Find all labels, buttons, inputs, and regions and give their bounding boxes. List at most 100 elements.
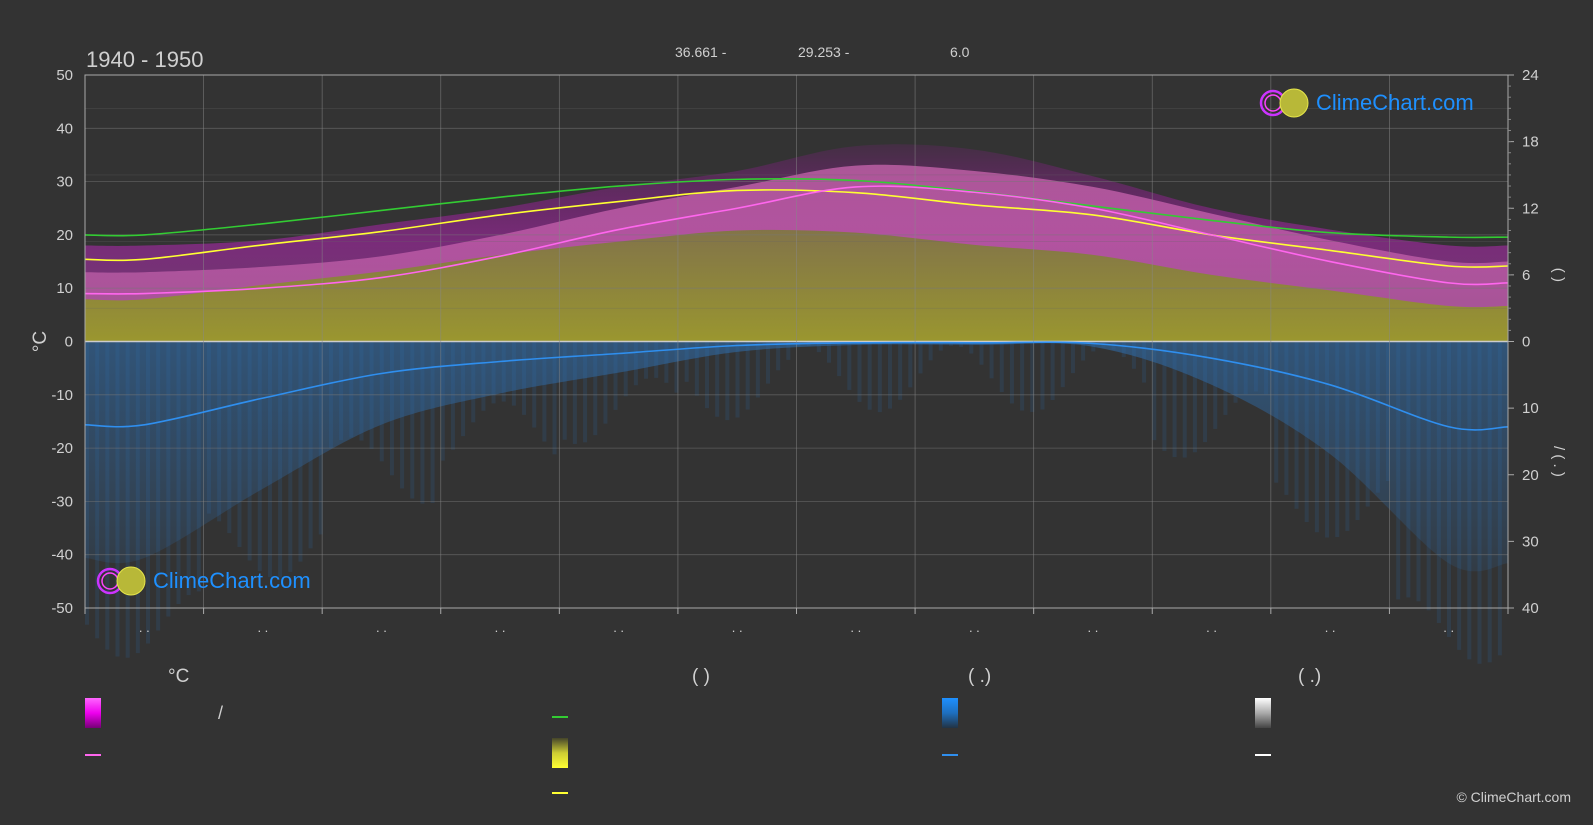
legend-slash: /	[218, 703, 224, 723]
rain-streak	[948, 341, 953, 346]
rain-streak	[369, 341, 374, 450]
rain-streak	[1131, 341, 1136, 369]
legend-swatch-snow	[1255, 698, 1271, 728]
rain-streak	[1325, 341, 1330, 538]
rain-streak	[1284, 341, 1289, 495]
rain-streak	[95, 341, 100, 639]
rain-streak	[1030, 341, 1035, 412]
copyright: © ClimeChart.com	[1456, 789, 1571, 805]
rain-streak	[257, 341, 262, 572]
rain-streak	[135, 341, 140, 654]
rain-streak	[1436, 341, 1441, 623]
rain-streak	[145, 341, 150, 644]
rain-streak	[227, 341, 232, 534]
rain-streak	[349, 341, 354, 438]
rain-streak	[898, 341, 903, 400]
rain-streak	[959, 341, 964, 347]
rain-streak	[1467, 341, 1472, 660]
rain-streak	[572, 341, 577, 444]
right-top-tick-label: 24	[1522, 67, 1539, 84]
rain-streak	[816, 341, 821, 353]
rain-streak	[1304, 341, 1309, 523]
rain-streak	[877, 341, 882, 413]
rain-streak	[318, 341, 323, 535]
logo-bottom-left: ClimeChart.com	[95, 566, 311, 596]
rain-streak	[552, 341, 557, 455]
rain-streak	[999, 341, 1004, 393]
rain-streak	[1009, 341, 1014, 404]
rain-streak	[1365, 341, 1370, 507]
rain-streak	[217, 341, 222, 522]
rain-streak	[583, 341, 588, 443]
rain-streak	[542, 341, 547, 442]
x-month-label: . .	[1443, 620, 1454, 635]
rain-streak	[461, 341, 466, 437]
rain-streak	[278, 341, 283, 578]
rain-streak	[1172, 341, 1177, 458]
rain-streak	[176, 341, 181, 604]
rain-streak	[735, 341, 740, 418]
left-tick-label: -20	[51, 440, 73, 457]
rain-streak	[1040, 341, 1045, 410]
rain-streak	[1457, 341, 1462, 650]
rain-streak	[979, 341, 984, 365]
legend-swatch-rain	[942, 698, 958, 728]
rain-streak	[1314, 341, 1319, 533]
rain-streak	[918, 341, 923, 374]
precipitation-line	[84, 341, 1509, 431]
rain-streak	[633, 341, 638, 386]
right-top-tick-label: 0	[1522, 334, 1530, 351]
rain-streak	[410, 341, 415, 499]
rain-streak	[115, 341, 120, 657]
rain-streak	[908, 341, 913, 388]
left-tick-label: 50	[56, 67, 73, 84]
rain-streak	[989, 341, 994, 379]
rain-streak	[247, 341, 252, 561]
rain-streak	[837, 341, 842, 377]
x-month-label: . .	[969, 620, 980, 635]
rain-streak	[562, 341, 567, 440]
rain-streak	[501, 341, 506, 402]
rain-streak	[1243, 341, 1248, 395]
rain-streak	[125, 341, 130, 658]
rain-streak	[1477, 341, 1482, 664]
left-tick-label: -30	[51, 493, 73, 510]
right-top-tick-label: 6	[1522, 267, 1530, 284]
left-tick-label: 20	[56, 227, 73, 244]
rain-streak	[85, 341, 89, 625]
rain-streak	[379, 341, 384, 462]
rain-streak	[603, 341, 608, 424]
left-tick-label: 30	[56, 174, 73, 191]
rain-streak	[186, 341, 191, 596]
right-bottom-tick-label: 20	[1522, 467, 1539, 484]
rain-streak	[593, 341, 598, 436]
rain-streak	[389, 341, 394, 476]
rain-streak	[288, 341, 293, 572]
rain-streak	[654, 341, 659, 378]
rain-streak	[1345, 341, 1350, 531]
rain-streak	[1233, 341, 1238, 403]
rain-streak	[644, 341, 649, 379]
rain-streak	[1335, 341, 1340, 538]
rain-streak	[339, 341, 344, 441]
rain-streak	[1213, 341, 1218, 429]
rain-streak	[786, 341, 791, 360]
top-info-max-temp: 36.661 -	[675, 44, 727, 60]
rain-streak	[1050, 341, 1055, 401]
rain-streak	[1091, 341, 1096, 352]
legend-swatch-snow-mean	[1255, 754, 1271, 756]
rain-streak	[1406, 341, 1411, 598]
rain-streak	[471, 341, 476, 423]
rain-streak	[420, 341, 425, 504]
right-top-axis-label: ( )	[1550, 268, 1567, 282]
rain-streak	[684, 341, 689, 382]
rain-streak	[705, 341, 710, 409]
x-month-label: . .	[1088, 620, 1099, 635]
rain-streak	[1416, 341, 1421, 602]
legend-rain-head: ( .)	[968, 666, 992, 687]
x-month-label: . .	[1325, 620, 1336, 635]
chart-title: 1940 - 1950	[86, 47, 204, 72]
rain-streak	[400, 341, 405, 489]
rain-streak	[308, 341, 313, 549]
